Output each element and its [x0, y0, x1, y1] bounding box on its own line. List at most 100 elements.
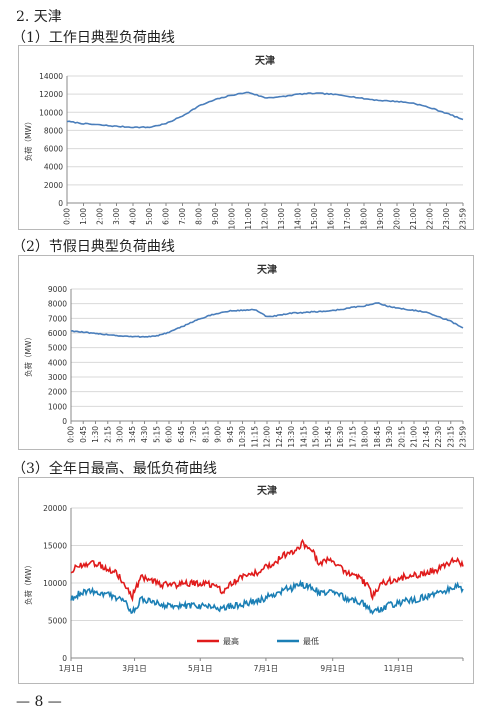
c0-xtick-21: 21:00	[409, 208, 418, 229]
c0-xtick-5: 5:00	[145, 208, 154, 225]
c0-ytick-1: 2000	[44, 181, 63, 190]
c1-xtick-2: 1:30	[91, 426, 100, 443]
c1-xtick-7: 5:15	[152, 426, 161, 443]
c1-xtick-18: 13:30	[287, 426, 296, 448]
c1-xtick-25: 18:45	[373, 426, 382, 448]
c1-xtick-29: 21:45	[422, 426, 431, 448]
c0-xtick-14: 14:00	[294, 208, 303, 229]
c1-ytick-3: 3000	[48, 373, 67, 382]
c2-title: 天津	[257, 484, 277, 497]
c1-xtick-1: 0:45	[79, 426, 88, 443]
c0-xtick-9: 9:00	[211, 208, 220, 225]
c1-xtick-12: 9:00	[214, 426, 223, 443]
c1-xtick-13: 9:45	[226, 426, 235, 443]
c2-xtick-0: 1月1日	[59, 664, 84, 673]
c0-xtick-22: 22:00	[426, 208, 435, 229]
c0-xtick-18: 18:00	[360, 208, 369, 229]
c1-series-line-0	[70, 302, 464, 338]
c1-ytick-0: 0	[62, 417, 67, 426]
c1-ytick-6: 6000	[48, 329, 67, 338]
c0-xtick-20: 20:00	[393, 208, 402, 229]
c1-xtick-22: 16:30	[336, 426, 345, 448]
heading-holiday: （2）节假日典型负荷曲线	[12, 239, 175, 255]
c1-ytick-2: 2000	[48, 388, 67, 397]
c0-xtick-16: 16:00	[327, 208, 336, 229]
c1-xtick-10: 7:30	[189, 426, 198, 443]
c0-xtick-10: 10:00	[228, 208, 237, 229]
heading-annual: （3）全年日最高、最低负荷曲线	[12, 461, 217, 477]
c2-xtick-5: 11月1日	[384, 664, 413, 673]
c0-title: 天津	[255, 54, 275, 67]
c1-xtick-27: 20:15	[397, 426, 406, 448]
c1-title: 天津	[257, 263, 277, 276]
c0-xtick-6: 6:00	[162, 208, 171, 225]
c1-ytick-1: 1000	[48, 402, 67, 411]
c1-ytick-8: 8000	[48, 300, 67, 309]
chart-panel-annual: 天津 负荷（MW） 0 5000 10000 15000 20000 1月1日 3月1日 5月1日…	[18, 477, 474, 684]
c2-legend-label-1: 最低	[303, 636, 319, 646]
c1-xtick-28: 21:00	[410, 426, 419, 448]
c2-series-line-0	[70, 538, 464, 603]
c1-xtick-32: 23:59	[459, 426, 468, 448]
chart-panel-holiday: 天津负荷（MW） 0 1000 2000 3000 4000 5000 6000 7000 800…	[18, 255, 474, 450]
c0-xtick-17: 17:00	[343, 208, 352, 229]
c0-ylabel: 负荷（MW）	[23, 118, 33, 162]
c0-xtick-2: 2:00	[96, 208, 105, 225]
c1-ylabel: 负荷（MW）	[23, 333, 33, 377]
c1-ytick-4: 4000	[48, 358, 67, 367]
c1-xtick-31: 23:15	[446, 426, 455, 448]
c0-ytick-7: 14000	[39, 72, 63, 81]
c1-xtick-6: 4:30	[140, 426, 149, 443]
c1-xtick-8: 6:00	[165, 426, 174, 443]
c1-xtick-17: 12:45	[275, 426, 284, 448]
c1-xtick-30: 22:30	[434, 426, 443, 448]
c1-xtick-20: 15:00	[312, 426, 321, 448]
c0-ytick-2: 4000	[44, 163, 63, 172]
c2-xtick-3: 7月1日	[254, 664, 279, 673]
c0-ytick-5: 10000	[39, 108, 63, 117]
c2-xtick-2: 5月1日	[188, 664, 213, 673]
c0-xtick-7: 7:00	[178, 208, 187, 225]
c1-ytick-7: 7000	[48, 314, 67, 323]
c0-xtick-12: 12:00	[261, 208, 270, 229]
c1-xtick-16: 12:00	[263, 426, 272, 448]
c0-xtick-8: 8:00	[195, 208, 204, 225]
c1-xtick-0: 0:00	[67, 426, 76, 443]
c0-xtick-3: 3:00	[112, 208, 121, 225]
c1-xtick-23: 17:15	[348, 426, 357, 448]
c0-ytick-3: 6000	[44, 145, 63, 154]
c1-xtick-24: 18:00	[361, 426, 370, 448]
c0-xtick-0: 0:00	[63, 208, 72, 225]
c0-xtick-1: 1:00	[79, 208, 88, 225]
c0-ytick-0: 0	[58, 199, 63, 208]
c0-ytick-4: 8000	[44, 126, 63, 135]
c2-ytick-1: 5000	[48, 617, 67, 626]
c1-xtick-15: 11:15	[250, 426, 259, 448]
c1-xtick-26: 19:30	[385, 426, 394, 448]
c1-ytick-9: 9000	[48, 285, 67, 294]
c1-ytick-5: 5000	[48, 344, 67, 353]
c0-series-line-0	[66, 91, 464, 129]
c1-xtick-4: 3:00	[116, 426, 125, 443]
c1-xtick-19: 14:15	[299, 426, 308, 448]
heading-workday: （1）工作日典型负荷曲线	[12, 30, 175, 46]
c1-xtick-5: 3:45	[128, 426, 137, 443]
c1-xtick-11: 8:15	[201, 426, 210, 443]
chart-panel-workday: 天津负荷（MW） 0 2000 4000 6000 8000 10000 12000 14000…	[18, 45, 474, 230]
c1-xtick-14: 10:30	[238, 426, 247, 448]
section-title: 2. 天津	[16, 9, 62, 25]
c2-xtick-1: 3月1日	[122, 664, 147, 673]
c0-xtick-24: 23:59	[459, 208, 468, 229]
c2-legend-label-0: 最高	[223, 636, 239, 646]
c0-ytick-6: 12000	[39, 90, 63, 99]
c0-xtick-19: 19:00	[376, 208, 385, 229]
c0-xtick-23: 23:00	[442, 208, 451, 229]
c2-ytick-0: 0	[62, 654, 67, 663]
c2-ytick-2: 10000	[43, 579, 67, 588]
c0-xtick-15: 15:00	[310, 208, 319, 229]
c2-ytick-3: 15000	[43, 542, 67, 551]
c2-series-line-1	[70, 579, 464, 616]
c0-xtick-13: 13:00	[277, 208, 286, 229]
